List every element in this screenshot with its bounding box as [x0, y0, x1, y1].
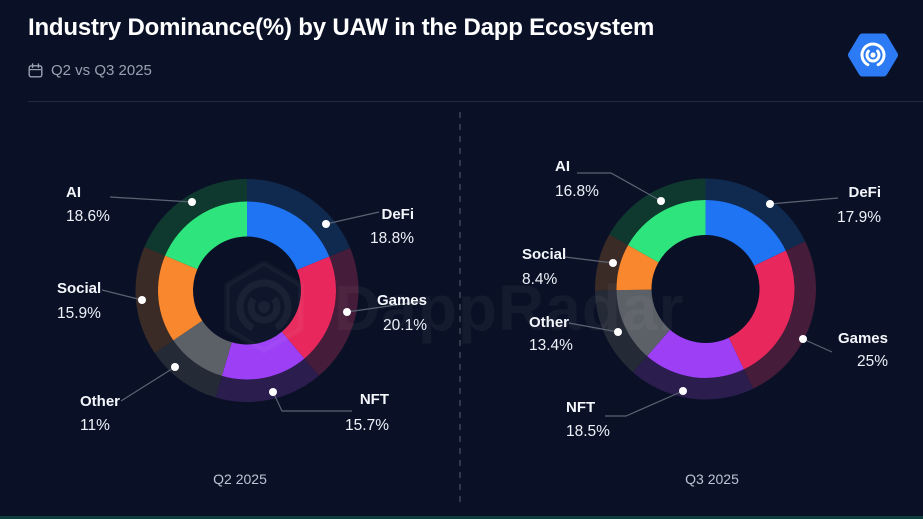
leader-line	[769, 197, 839, 205]
watermark-logo-icon	[224, 260, 304, 354]
slice-label: Social	[57, 280, 101, 297]
donut-slice-nft	[221, 331, 305, 380]
leader-dot	[609, 259, 617, 267]
slice-label: DeFi	[848, 184, 881, 201]
donut-outer-slice-games	[743, 241, 817, 389]
subtitle: Q2 vs Q3 2025	[28, 62, 895, 79]
leader-line	[120, 366, 176, 402]
donut-outer-slice-nft	[215, 358, 319, 402]
donut-slice-nft	[647, 329, 744, 379]
donut-outer-slice-nft	[632, 356, 754, 400]
leader-line	[325, 211, 380, 225]
donut-outer-slice-defi	[247, 179, 351, 257]
slice-label: DeFi	[381, 206, 414, 223]
slice-value: 15.7%	[345, 417, 389, 434]
slice-value: 20.1%	[383, 317, 427, 334]
leader-dot	[188, 198, 196, 206]
slice-value: 15.9%	[57, 305, 101, 322]
chart-caption: Q3 2025	[685, 471, 739, 487]
bottom-accent-bar	[0, 516, 923, 519]
donut-slice-ai	[165, 201, 247, 270]
slice-label: Social	[522, 246, 566, 263]
leader-dot	[322, 220, 330, 228]
watermark-text: DappRadar	[334, 272, 684, 344]
donut-outer-slice-social	[135, 246, 174, 353]
leader-line	[802, 338, 833, 353]
leader-line	[101, 289, 143, 301]
slice-value: 25%	[857, 353, 888, 370]
leader-dot	[269, 388, 277, 396]
leader-line	[577, 172, 662, 202]
watermark-logo-icon	[247, 290, 281, 324]
slice-value: 13.4%	[529, 337, 573, 354]
donut-outer-slice-ai	[144, 179, 247, 256]
slice-label: Games	[377, 292, 427, 309]
donut-slice-other	[173, 320, 232, 376]
calendar-icon	[28, 63, 43, 78]
slice-label: AI	[66, 184, 81, 201]
slice-value: 8.4%	[522, 271, 558, 288]
donut-slice-ai	[628, 200, 706, 263]
subtitle-label: Q2 vs Q3 2025	[51, 62, 152, 79]
donut-outer-slice-defi	[705, 178, 806, 251]
slice-value: 18.5%	[566, 423, 610, 440]
leader-dot	[799, 335, 807, 343]
slice-label: AI	[555, 158, 570, 175]
leader-line	[568, 322, 619, 333]
leader-line	[564, 256, 614, 264]
donut-outer-slice-games	[304, 248, 359, 376]
leader-dot	[679, 387, 687, 395]
chart-caption: Q2 2025	[213, 471, 267, 487]
donut-slice-other	[616, 289, 671, 357]
leader-dot	[766, 200, 774, 208]
leader-dot	[657, 197, 665, 205]
donut-slice-social	[616, 245, 659, 291]
donut-outer-slice-ai	[609, 178, 706, 246]
slice-label: NFT	[360, 391, 389, 408]
donut-slice-games	[728, 250, 795, 370]
watermark-logo-icon	[236, 279, 292, 335]
leader-dot	[343, 308, 351, 316]
slice-label: Other	[529, 314, 569, 331]
slice-label: NFT	[566, 399, 595, 416]
slice-label: Games	[838, 330, 888, 347]
leader-dot	[138, 296, 146, 304]
slice-label: Other	[80, 393, 120, 410]
slice-value: 18.6%	[66, 208, 110, 225]
watermark-logo-icon	[258, 301, 270, 313]
leader-line	[272, 391, 352, 412]
leader-line	[605, 390, 684, 417]
donut-slice-games	[281, 256, 337, 359]
donut-slice-social	[157, 255, 203, 341]
header-divider	[28, 101, 923, 102]
leader-dot	[171, 363, 179, 371]
slice-value: 11%	[80, 417, 110, 434]
leader-line	[109, 196, 193, 203]
page-title: Industry Dominance(%) by UAW in the Dapp…	[28, 14, 655, 41]
leader-dot	[614, 328, 622, 336]
donut-slice-defi	[705, 200, 786, 266]
slice-value: 18.8%	[370, 230, 414, 247]
donut-slice-defi	[247, 201, 330, 270]
leader-line	[346, 300, 425, 313]
dappradar-logo-icon	[848, 33, 898, 77]
slice-value: 16.8%	[555, 183, 599, 200]
header: Industry Dominance(%) by UAW in the Dapp…	[28, 14, 895, 79]
slice-value: 17.9%	[837, 209, 881, 226]
donut-outer-slice-other	[154, 340, 222, 398]
